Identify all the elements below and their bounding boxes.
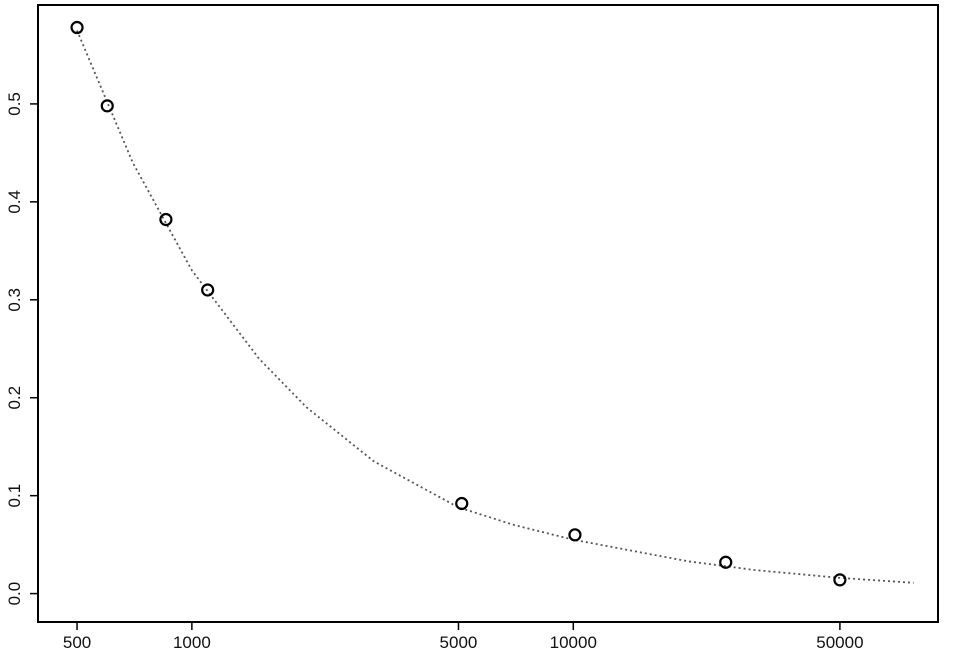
- point: [159, 212, 173, 227]
- point: [201, 283, 215, 297]
- y-tick-label: 0.1: [5, 484, 24, 508]
- x-tick-label: 500: [63, 633, 91, 652]
- point: [833, 573, 847, 587]
- y-tick-label: 0.4: [5, 190, 24, 214]
- y-tick-label: 0.2: [5, 386, 24, 410]
- point: [455, 496, 469, 511]
- x-tick-label: 10000: [550, 633, 597, 652]
- x-tick-label: 50000: [816, 633, 863, 652]
- y-tick-label: 0.5: [5, 92, 24, 116]
- fit-line: [76, 30, 914, 584]
- x-tick-label: 5000: [440, 633, 478, 652]
- point: [568, 528, 582, 542]
- point: [70, 20, 84, 35]
- y-tick-label: 0.3: [5, 288, 24, 312]
- point: [719, 555, 733, 569]
- plot-frame: [37, 4, 939, 623]
- point: [100, 99, 114, 113]
- y-tick-label: 0.0: [5, 582, 24, 606]
- x-tick-label: 1000: [173, 633, 211, 652]
